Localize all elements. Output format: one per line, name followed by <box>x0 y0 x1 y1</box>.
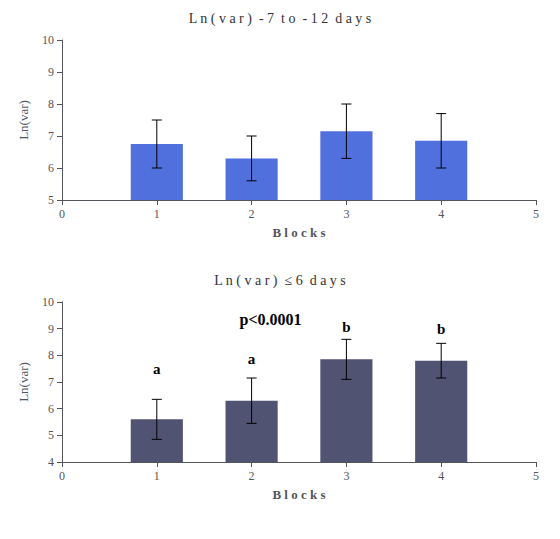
svg-text:Ln(var): Ln(var) <box>16 100 31 140</box>
svg-text:b: b <box>342 319 350 335</box>
svg-text:a: a <box>153 361 161 377</box>
svg-text:3: 3 <box>343 207 349 221</box>
svg-text:Ln(var): Ln(var) <box>16 362 31 402</box>
svg-text:5: 5 <box>48 428 54 442</box>
svg-text:6: 6 <box>48 402 54 416</box>
svg-text:10: 10 <box>42 295 54 309</box>
svg-text:7: 7 <box>48 129 54 143</box>
svg-text:5: 5 <box>533 469 539 483</box>
svg-text:8: 8 <box>48 348 54 362</box>
svg-text:8: 8 <box>48 97 54 111</box>
svg-text:6: 6 <box>48 161 54 175</box>
svg-text:2: 2 <box>249 469 255 483</box>
svg-text:B l o c k s: B l o c k s <box>272 487 325 502</box>
svg-text:4: 4 <box>438 207 444 221</box>
svg-text:9: 9 <box>48 322 54 336</box>
svg-text:a: a <box>248 351 256 367</box>
svg-text:B l o c k s: B l o c k s <box>272 225 325 240</box>
svg-text:4: 4 <box>438 469 444 483</box>
svg-text:L n ( v a r ) - 7 t o - 1 2: L n ( v a r ) - 7 t o - 1 2 d a y s <box>189 11 372 27</box>
svg-text:L n ( v a r ) ≤ 6 d a y s: L n ( v a r ) ≤ 6 d a y s <box>214 273 346 289</box>
svg-text:b: b <box>437 321 445 337</box>
svg-text:2: 2 <box>249 207 255 221</box>
svg-text:1: 1 <box>154 469 160 483</box>
svg-text:0: 0 <box>59 469 65 483</box>
svg-text:3: 3 <box>343 469 349 483</box>
svg-text:7: 7 <box>48 375 54 389</box>
svg-text:10: 10 <box>42 33 54 47</box>
svg-text:1: 1 <box>154 207 160 221</box>
svg-text:5: 5 <box>533 207 539 221</box>
svg-text:0: 0 <box>59 207 65 221</box>
svg-text:5: 5 <box>48 193 54 207</box>
svg-text:9: 9 <box>48 65 54 79</box>
svg-text:4: 4 <box>48 455 54 469</box>
svg-text:p<0.0001: p<0.0001 <box>240 311 302 329</box>
